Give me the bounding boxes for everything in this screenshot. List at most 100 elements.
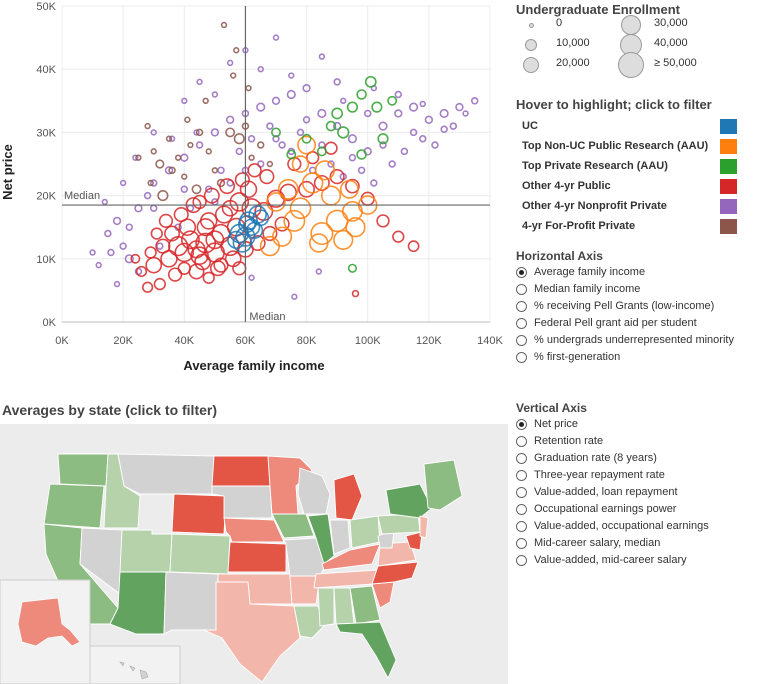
data-point[interactable] [210,128,220,137]
data-point[interactable] [226,59,234,67]
data-point[interactable] [178,218,197,236]
data-point[interactable] [364,75,377,88]
data-point[interactable] [150,227,163,240]
data-point[interactable] [177,261,191,275]
radio-button[interactable] [516,452,527,464]
data-point[interactable] [327,160,335,168]
data-point[interactable] [195,128,204,137]
data-point[interactable] [205,185,213,194]
data-point[interactable] [144,122,151,130]
color-legend-label[interactable]: Other 4-yr Nonprofit Private [522,200,667,212]
radio-option[interactable]: % first-generation [516,349,620,365]
data-point[interactable] [113,280,121,288]
data-point[interactable] [298,180,315,198]
color-legend-label[interactable]: Top Private Research (AAU) [522,160,668,172]
radio-option[interactable]: Retention rate [516,433,603,449]
data-point[interactable] [214,205,234,224]
radio-option[interactable]: % undergrads underrepresented minority [516,332,734,348]
data-point[interactable] [142,281,154,293]
data-point[interactable] [191,184,202,195]
data-point[interactable] [143,191,152,200]
data-point[interactable] [424,115,434,124]
data-point[interactable] [155,238,171,254]
data-point[interactable] [339,179,359,199]
data-point[interactable] [247,163,262,178]
data-point[interactable] [256,141,265,149]
data-point[interactable] [317,108,327,119]
color-legend-swatch[interactable] [720,159,737,174]
data-point[interactable] [187,141,194,149]
data-point[interactable] [301,172,324,194]
data-point[interactable] [205,148,212,155]
data-point[interactable] [205,230,225,250]
state-louisiana[interactable] [293,605,325,639]
data-point[interactable] [174,154,182,161]
state-maryland-delaware[interactable] [405,531,423,551]
data-point[interactable] [376,214,390,228]
data-point[interactable] [227,230,246,249]
radio-button[interactable] [516,351,527,363]
data-point[interactable] [134,267,143,276]
data-point[interactable] [181,173,188,180]
data-point[interactable] [229,192,250,212]
data-point[interactable] [144,246,157,259]
scatter-plot[interactable]: Net price Average family income 0K 10K 20K… [0,0,510,390]
data-point[interactable] [225,115,235,124]
state-georgia[interactable] [349,585,381,625]
state-montana[interactable] [117,453,215,495]
data-point[interactable] [157,190,169,202]
data-point[interactable] [314,160,336,181]
data-point[interactable] [155,159,165,169]
data-point[interactable] [119,179,127,187]
alaska-inset[interactable] [0,579,91,684]
data-point[interactable] [119,242,127,250]
data-point[interactable] [419,134,427,143]
radio-button[interactable] [516,317,527,329]
radio-option[interactable]: Value-added, loan repayment [516,484,678,500]
data-point[interactable] [378,121,388,131]
data-point[interactable] [158,213,174,229]
data-point[interactable] [124,254,134,264]
radio-button[interactable] [516,486,527,498]
state-north-dakota[interactable] [211,455,271,487]
data-point[interactable] [325,209,349,233]
data-point[interactable] [89,249,96,256]
color-legend-label[interactable]: Top Non-UC Public Research (AAU) [522,140,709,152]
data-point[interactable] [271,96,281,105]
data-point[interactable] [279,183,297,202]
data-point[interactable] [266,122,274,130]
data-point[interactable] [333,229,354,250]
data-point[interactable] [173,206,189,223]
data-point[interactable] [332,121,342,131]
data-point[interactable] [346,101,359,113]
data-point[interactable] [286,89,296,100]
data-point[interactable] [291,155,310,173]
data-point[interactable] [387,95,398,106]
radio-option[interactable]: Federal Pell grant aid per student [516,315,697,331]
data-point[interactable] [409,128,418,137]
data-point[interactable] [249,235,266,252]
data-point[interactable] [221,199,239,217]
data-point[interactable] [286,149,297,160]
data-point[interactable] [247,134,256,143]
state-alaska[interactable] [17,597,81,647]
radio-option[interactable]: Median family income [516,281,640,297]
data-point[interactable] [225,127,236,138]
data-point[interactable] [149,179,158,187]
data-point[interactable] [363,109,372,118]
data-point[interactable] [394,109,403,118]
color-legend-label[interactable]: Other 4-yr Public [522,180,611,192]
data-point[interactable] [125,223,133,231]
data-point[interactable] [187,240,206,259]
data-point[interactable] [388,160,396,168]
state-iowa[interactable] [271,513,315,539]
data-point[interactable] [192,194,207,210]
data-point[interactable] [181,97,188,105]
data-point[interactable] [301,133,312,144]
data-point[interactable] [345,178,360,194]
color-legend-swatch[interactable] [720,179,737,194]
state-nebraska[interactable] [223,517,285,543]
state-hawaii[interactable] [119,661,149,680]
data-point[interactable] [233,47,240,54]
data-point[interactable] [439,108,449,119]
